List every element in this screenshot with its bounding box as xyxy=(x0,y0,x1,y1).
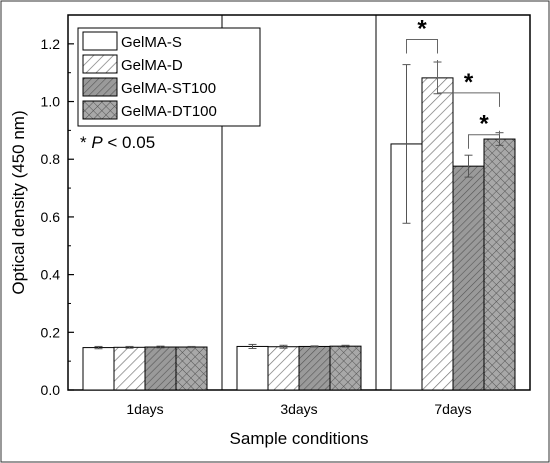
significance-star: * xyxy=(417,16,427,43)
p-value-star: * xyxy=(80,133,91,152)
bar xyxy=(82,347,115,391)
y-axis-label: Optical density (450 nm) xyxy=(9,110,28,294)
p-value-threshold: < 0.05 xyxy=(103,133,155,152)
bar xyxy=(236,345,269,391)
legend-item: GelMA-DT100 xyxy=(82,100,217,120)
significance-bracket: * xyxy=(406,16,438,54)
legend: GelMA-S GelMA-D GelMA-ST100 GelMA-DT100 xyxy=(77,27,261,127)
y-tick-label: 1.2 xyxy=(41,36,61,52)
bar xyxy=(113,346,146,391)
bar xyxy=(175,346,208,391)
bar xyxy=(483,138,516,391)
significance-bracket: * xyxy=(468,111,500,149)
bar xyxy=(329,345,362,391)
error-bar xyxy=(341,344,350,348)
error-bar xyxy=(464,154,473,178)
y-tick-label: 0.0 xyxy=(41,382,61,398)
y-tick-label: 0.6 xyxy=(41,209,61,225)
significance-brackets: *** xyxy=(406,16,500,149)
legend-item: GelMA-ST100 xyxy=(82,77,216,97)
y-axis: 0.0 0.2 0.4 0.6 0.8 1.0 1.2 xyxy=(41,36,74,398)
significance-star: * xyxy=(464,69,474,96)
error-bar xyxy=(402,64,411,224)
legend-label: GelMA-DT100 xyxy=(121,103,217,120)
bars xyxy=(82,77,516,391)
p-value-symbol: P xyxy=(91,133,103,152)
error-bar xyxy=(156,345,165,349)
error-bar xyxy=(310,345,319,348)
error-bar xyxy=(125,345,134,349)
legend-label: GelMA-D xyxy=(121,57,183,74)
legend-swatch xyxy=(82,77,118,97)
error-bar xyxy=(279,344,288,349)
y-tick-label: 0.2 xyxy=(41,324,61,340)
bar xyxy=(421,77,454,391)
y-tick-label: 0.8 xyxy=(41,151,61,167)
error-bar xyxy=(248,343,257,349)
significance-bracket: * xyxy=(437,60,500,107)
error-bar xyxy=(187,345,196,349)
x-tick-label: 7days xyxy=(434,401,471,417)
bar xyxy=(298,345,331,391)
legend-swatch xyxy=(82,100,118,120)
p-value-annotation: * P < 0.05 xyxy=(80,133,155,152)
x-axis-label: Sample conditions xyxy=(230,429,369,448)
legend-item: GelMA-S xyxy=(82,31,182,51)
y-tick-label: 1.0 xyxy=(41,94,61,110)
x-tick-label: 1days xyxy=(126,401,163,417)
y-tick-label: 0.4 xyxy=(41,267,61,283)
bar xyxy=(267,346,300,391)
legend-label: GelMA-ST100 xyxy=(121,80,216,97)
legend-label: GelMA-S xyxy=(121,34,182,51)
legend-item: GelMA-D xyxy=(82,54,183,74)
legend-swatch xyxy=(82,54,118,74)
legend-swatch xyxy=(82,31,118,51)
significance-star: * xyxy=(479,111,489,138)
bar xyxy=(144,346,177,391)
error-bar xyxy=(94,345,103,350)
x-tick-label: 3days xyxy=(280,401,317,417)
bar xyxy=(452,165,485,391)
x-axis: 1days 3days 7days xyxy=(126,385,472,417)
